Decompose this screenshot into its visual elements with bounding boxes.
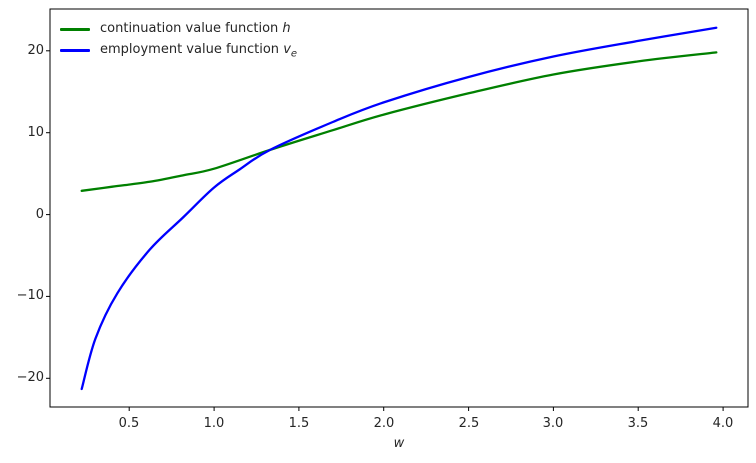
legend-label-text: continuation value function	[100, 20, 283, 36]
x-axis-label: w	[369, 436, 429, 451]
legend-line-sample-blue	[60, 49, 90, 52]
legend-label-var: v	[283, 41, 291, 57]
legend-label-var: h	[282, 20, 291, 36]
legend-label-continuation-value: continuation value function h	[100, 21, 291, 39]
legend: continuation value function h employment…	[60, 19, 297, 61]
x-axis-label-text: w	[393, 436, 405, 451]
legend-label-employment-value: employment value function ve	[100, 42, 297, 60]
line-continuation-value-function	[80, 51, 718, 192]
line-employment-value-function	[80, 26, 718, 391]
tick-marks	[46, 50, 724, 411]
legend-line-sample-green	[60, 28, 90, 31]
legend-label-text: employment value function	[100, 41, 284, 57]
legend-item-employment-value: employment value function ve	[60, 40, 297, 61]
legend-label-sub: e	[290, 48, 298, 60]
legend-item-continuation-value: continuation value function h	[60, 19, 297, 40]
plot-border	[49, 8, 749, 408]
